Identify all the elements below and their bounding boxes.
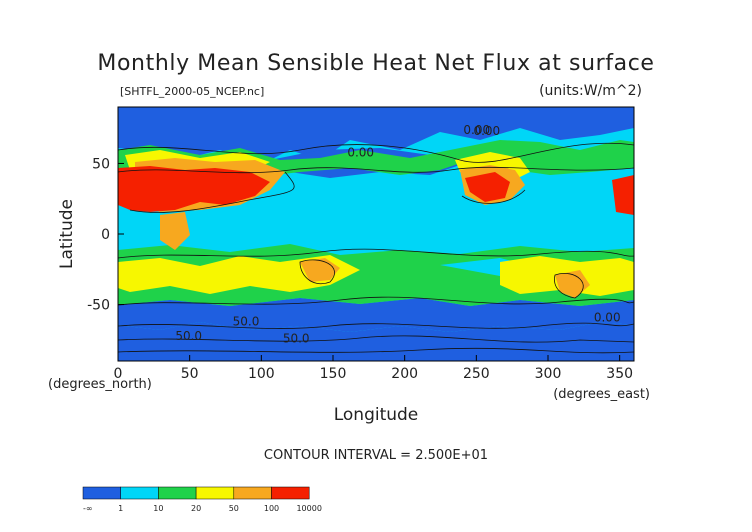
- region-yellow-south-band: [118, 255, 360, 294]
- legend-tick-label: 10000: [296, 504, 321, 513]
- plot-area: [118, 107, 634, 361]
- contour-label: 0.00: [594, 310, 621, 324]
- axis-layer: 0 50 100 150 200 250 300 350 -50 0 50: [87, 156, 633, 382]
- legend-tick-label: 20: [191, 504, 201, 513]
- x-tick-label: 0: [114, 366, 123, 382]
- x-tick-label: 350: [606, 366, 633, 382]
- legend-swatch-3: [195, 486, 235, 500]
- y-axis-title: Latitude: [57, 199, 77, 269]
- region-red-east-edge: [612, 175, 634, 215]
- contour-label: 0.00: [463, 123, 490, 137]
- x-tick-label: 250: [463, 366, 490, 382]
- legend-swatch-5: [271, 486, 310, 500]
- units-label: (units:W/m^2): [539, 83, 642, 99]
- contour-label: 50.0: [175, 329, 202, 343]
- x-tick-label: 300: [535, 366, 562, 382]
- region-red-north-america: [465, 172, 510, 202]
- color-legend: -∞ 1 10 20 50 100 10000: [82, 486, 322, 513]
- region-cyan-tropical-channel: [220, 258, 540, 282]
- region-blue-south-ocean: [118, 298, 634, 332]
- contour-label: 0.00: [473, 124, 500, 138]
- contour-label: 0.00: [347, 145, 374, 159]
- legend-swatch-1: [120, 486, 159, 500]
- legend-tick-label: -∞: [83, 504, 93, 513]
- y-tick-label: 0: [101, 227, 110, 243]
- y-tick-label: 50: [92, 156, 110, 172]
- region-orange-africa: [160, 212, 190, 250]
- x-tick-label: 100: [248, 366, 275, 382]
- legend-tick-label: 100: [264, 504, 279, 513]
- x-unit-label: (degrees_east): [553, 387, 650, 402]
- region-orange-south-america: [555, 270, 590, 298]
- x-tick-label: 150: [320, 366, 347, 382]
- region-red-sahara-asia: [118, 166, 270, 212]
- contour-label: 50.0: [283, 332, 310, 346]
- legend-swatch-0: [82, 486, 121, 500]
- legend-swatch-2: [158, 486, 197, 500]
- chart-title: Monthly Mean Sensible Heat Net Flux at s…: [97, 51, 654, 76]
- x-tick-label: 50: [181, 366, 199, 382]
- y-unit-label: (degrees_north): [48, 377, 152, 392]
- x-axis-title: Longitude: [334, 405, 419, 425]
- legend-swatch-4: [233, 486, 272, 500]
- legend-tick-label: 1: [118, 504, 123, 513]
- x-tick-label: 200: [391, 366, 418, 382]
- region-orange-australia: [300, 258, 340, 282]
- source-file-label: [SHTFL_2000-05_NCEP.nc]: [120, 85, 264, 98]
- legend-tick-label: 50: [229, 504, 239, 513]
- contour-interval-note: CONTOUR INTERVAL = 2.500E+01: [264, 448, 488, 463]
- y-tick-label: -50: [87, 298, 110, 314]
- contour-lines: [118, 142, 634, 354]
- contour-label: 50.0: [233, 315, 260, 329]
- legend-tick-label: 10: [153, 504, 163, 513]
